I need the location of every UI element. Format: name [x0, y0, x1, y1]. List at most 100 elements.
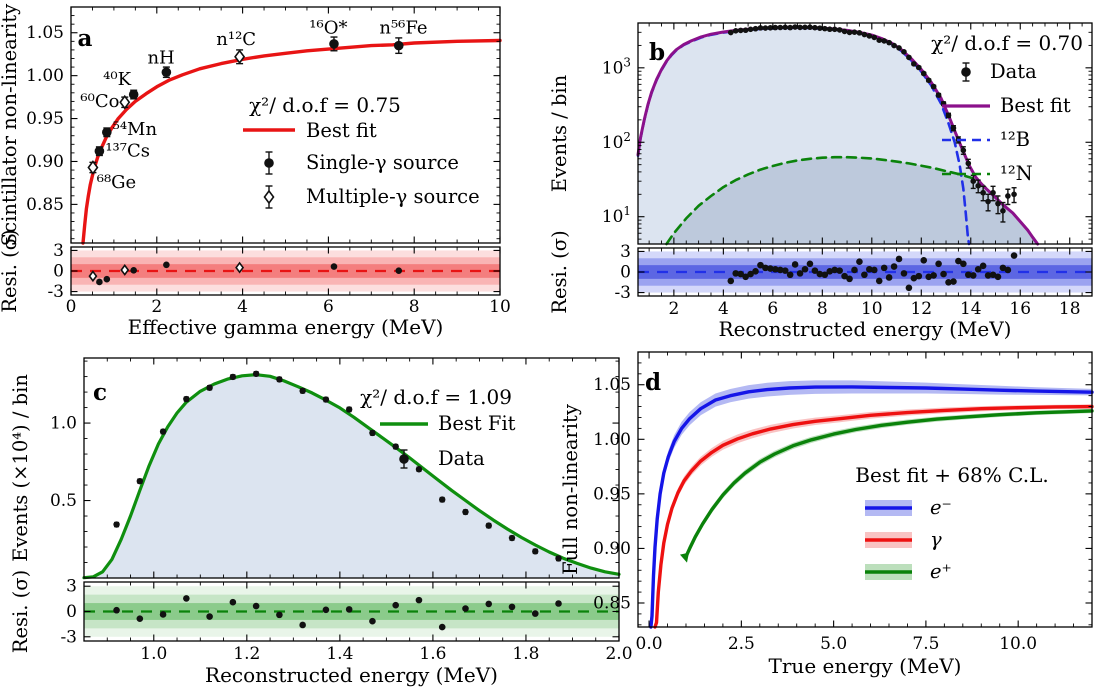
data-point	[229, 373, 237, 381]
data-point	[102, 127, 112, 138]
residual-point	[395, 267, 403, 274]
y-axis-label: Events (×10⁴) / bin	[9, 374, 32, 562]
data-point	[762, 25, 769, 31]
data-point	[345, 406, 353, 413]
residual-point	[508, 603, 516, 611]
data-point	[1005, 193, 1011, 199]
data-point	[136, 477, 144, 485]
data-point	[901, 49, 907, 55]
data-point	[508, 534, 516, 542]
data-point	[322, 396, 330, 403]
data-point	[782, 24, 789, 31]
residual-point	[159, 611, 167, 618]
residual-point	[752, 268, 759, 275]
residual-point	[462, 605, 469, 612]
residual-point	[940, 270, 947, 278]
residual-point	[88, 270, 98, 283]
best-fit-curve	[81, 38, 502, 245]
data-point	[299, 387, 306, 395]
residual-point	[757, 261, 764, 269]
y-tick-label: 1.0	[50, 414, 77, 434]
data-point	[960, 147, 967, 154]
data-point	[896, 45, 902, 51]
data-point	[925, 77, 932, 84]
residual-point	[969, 272, 977, 279]
residual-point	[989, 271, 997, 279]
data-point	[985, 198, 991, 205]
residual-point	[841, 272, 848, 280]
residual-point	[920, 257, 928, 264]
data-point	[965, 160, 972, 167]
y-tick-label: 0.85	[593, 593, 631, 613]
residual-tick-label: 0	[66, 602, 77, 622]
data-point	[727, 29, 734, 36]
x-tick-label: 14	[960, 299, 982, 319]
data-point	[851, 29, 858, 35]
data-points	[727, 24, 1017, 223]
y-tick-label: 101	[602, 204, 631, 227]
x-tick-label: 8	[409, 297, 420, 317]
residual-point	[964, 271, 972, 279]
data-point	[797, 24, 803, 31]
residual-point	[120, 264, 130, 276]
residual-point	[322, 606, 330, 614]
x-tick-label: 2	[668, 299, 679, 319]
residual-point	[979, 262, 987, 270]
data-point	[732, 28, 739, 34]
x-tick-label: 2.0	[605, 644, 632, 664]
residual-point	[206, 613, 213, 620]
data-point	[392, 443, 399, 450]
data-point	[856, 30, 863, 36]
data-point	[183, 395, 190, 403]
residual-points	[727, 252, 1018, 292]
data-point	[866, 33, 873, 39]
x-tick-label: 12	[910, 299, 932, 319]
x-tick-label: 7.5	[912, 634, 939, 654]
x-tick-label: 4	[718, 299, 729, 319]
residual-point	[762, 264, 769, 272]
positron-band	[686, 408, 1092, 560]
residual-point	[791, 261, 799, 268]
legend-marker	[263, 189, 275, 205]
legend-label: Data	[438, 447, 485, 470]
residual-points	[88, 261, 403, 286]
residual-point	[950, 278, 957, 285]
residual-point	[392, 601, 399, 609]
axes-box	[83, 357, 620, 579]
residual-point	[113, 606, 120, 614]
x-tick-label: 5.0	[820, 634, 847, 654]
residual-point	[890, 263, 898, 270]
gamma-curve	[653, 404, 1094, 629]
positron-tip	[679, 552, 689, 563]
residual-point	[880, 264, 888, 272]
residual-point	[742, 273, 749, 281]
residual-point	[875, 277, 883, 285]
residual-point	[870, 266, 878, 274]
residual-point	[1010, 252, 1018, 259]
residual-point	[229, 598, 237, 606]
panel-letter: a	[78, 25, 93, 52]
residual-point	[974, 265, 982, 273]
data-point	[970, 178, 977, 184]
point-label: ⁶⁰Co	[80, 91, 119, 112]
x-tick-label: 6	[767, 299, 778, 319]
nitrogen-12-curve	[665, 155, 1039, 246]
residual-point	[183, 595, 190, 602]
data-point	[1000, 208, 1006, 214]
residual-point	[737, 270, 744, 278]
data-point	[916, 64, 922, 71]
residual-axis-label: Resi. (σ)	[9, 570, 32, 653]
legend-marker	[399, 454, 409, 464]
residual-axis-label: Resi. (σ)	[548, 230, 571, 313]
x-tick-label: 16	[1009, 299, 1031, 319]
residual-point	[811, 267, 819, 274]
data-point	[772, 24, 779, 31]
residual-point	[900, 270, 908, 277]
y-axis-label: Full non-linearity	[559, 404, 582, 575]
y-tick-label: 103	[602, 55, 631, 78]
residual-point	[960, 260, 967, 268]
data-point	[742, 27, 749, 34]
data-point	[826, 26, 833, 33]
